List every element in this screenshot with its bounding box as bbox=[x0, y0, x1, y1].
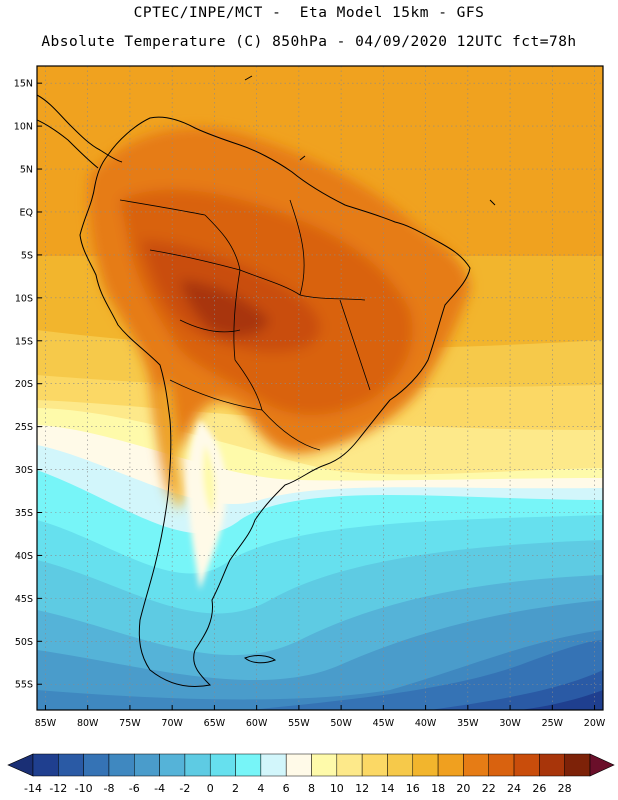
colorbar-label: 14 bbox=[380, 782, 394, 795]
colorbar-swatch bbox=[285, 753, 312, 777]
colorbar-label: 26 bbox=[532, 782, 546, 795]
field-band bbox=[430, 670, 603, 710]
colorbar-high-end bbox=[589, 753, 615, 777]
lon-tick-label: 60W bbox=[246, 718, 268, 729]
colorbar-swatch bbox=[539, 753, 565, 777]
lat-tick-label: EQ bbox=[20, 207, 33, 218]
colorbar-label: 4 bbox=[257, 782, 264, 795]
lon-tick-label: 40W bbox=[415, 718, 437, 729]
lon-tick-label: 75W bbox=[119, 718, 141, 729]
colorbar-label: -4 bbox=[154, 782, 165, 795]
colorbar-label: 28 bbox=[558, 782, 572, 795]
colorbar-swatch bbox=[159, 753, 186, 777]
colorbar-label: 20 bbox=[456, 782, 470, 795]
colorbar-swatch bbox=[108, 753, 135, 777]
colorbar-swatch bbox=[32, 753, 59, 777]
graticule bbox=[37, 66, 603, 710]
central-america-coast bbox=[37, 94, 123, 169]
title-line-1: CPTEC/INPE/MCT - Eta Model 15km - GFS bbox=[133, 5, 485, 21]
lon-tick-label: 35W bbox=[457, 718, 479, 729]
lat-tick-label: 10S bbox=[15, 293, 33, 304]
lat-tick-label: 50S bbox=[15, 637, 33, 648]
colorbar-label: 10 bbox=[330, 782, 344, 795]
field-band bbox=[520, 690, 603, 710]
colorbar-swatch bbox=[437, 753, 464, 777]
colorbar-swatch bbox=[387, 753, 414, 777]
colorbar-label: 24 bbox=[507, 782, 521, 795]
lon-tick-label: 65W bbox=[204, 718, 226, 729]
colorbar-swatch bbox=[58, 753, 84, 777]
lon-tick-label: 50W bbox=[330, 718, 352, 729]
lon-tick-label: 55W bbox=[288, 718, 310, 729]
coastline bbox=[37, 75, 496, 688]
colorbar-swatch bbox=[361, 753, 388, 777]
colorbar-label: -10 bbox=[75, 782, 93, 795]
colorbar-swatch bbox=[463, 753, 489, 777]
lat-tick-label: 30S bbox=[15, 465, 33, 476]
south-tongue bbox=[187, 420, 227, 590]
colorbar-label: 18 bbox=[431, 782, 445, 795]
colorbar-swatch bbox=[412, 753, 439, 777]
colorbar-swatch bbox=[235, 753, 262, 777]
field-band bbox=[250, 640, 603, 710]
lon-axis: 85W 80W 75W 70W 65W 60W 55W 50W 45W 40W 35W 30W 25W 2… bbox=[35, 705, 606, 729]
colorbar-label: -6 bbox=[129, 782, 140, 795]
colorbar-low-end bbox=[7, 753, 34, 777]
colorbar-label: -2 bbox=[179, 782, 190, 795]
colorbar-label: -14 bbox=[24, 782, 42, 795]
colorbar-label: -12 bbox=[49, 782, 67, 795]
colorbar-label: 0 bbox=[207, 782, 214, 795]
internal-borders bbox=[119, 199, 371, 451]
lon-tick-label: 20W bbox=[584, 718, 606, 729]
colorbar-swatch bbox=[134, 753, 160, 777]
south-america-coast bbox=[79, 116, 471, 688]
title-line-2: Absolute Temperature (C) 850hPa - 04/09/… bbox=[41, 34, 577, 50]
map-frame bbox=[36, 65, 604, 711]
colorbar-swatch bbox=[311, 753, 338, 777]
lat-tick-label: 5S bbox=[21, 250, 33, 261]
colorbar-labels: -14 -12 -10 -8 -6 -4 -2 0 2 4 6 8 10 12 14 16 18 20 22 24 26… bbox=[24, 782, 572, 795]
lon-tick-label: 80W bbox=[77, 718, 99, 729]
lat-axis: 15N 10N 5N EQ 5S 10S 15S 20S 25S 30S 35S 40S 45S 50S 5… bbox=[14, 79, 42, 691]
colorbar-label: 16 bbox=[406, 782, 420, 795]
colorbar-label: 8 bbox=[308, 782, 315, 795]
land-warm-field bbox=[88, 127, 470, 510]
colorbar-swatch bbox=[564, 753, 591, 777]
lon-tick-label: 70W bbox=[161, 718, 183, 729]
colorbar-swatch bbox=[184, 753, 211, 777]
lat-tick-label: 20S bbox=[15, 379, 33, 390]
lat-tick-label: 5N bbox=[20, 165, 33, 176]
lat-tick-label: 40S bbox=[15, 551, 33, 562]
colorbar-swatch bbox=[83, 753, 110, 777]
colorbar-swatch bbox=[513, 753, 540, 777]
lon-tick-label: 45W bbox=[373, 718, 395, 729]
lat-tick-label: 45S bbox=[15, 594, 33, 605]
lat-tick-label: 25S bbox=[15, 422, 33, 433]
lat-tick-label: 55S bbox=[15, 680, 33, 691]
lat-tick-label: 15S bbox=[15, 336, 33, 347]
colorbar-label: 12 bbox=[355, 782, 369, 795]
colorbar-swatch bbox=[209, 753, 236, 777]
colorbar-swatch bbox=[260, 753, 287, 777]
falklands bbox=[244, 655, 277, 664]
colorbar-label: 22 bbox=[482, 782, 496, 795]
lat-tick-label: 15N bbox=[14, 79, 33, 90]
colorbar-swatch bbox=[336, 753, 363, 777]
caribbean-islands bbox=[244, 75, 496, 206]
lon-tick-label: 25W bbox=[542, 718, 564, 729]
lon-tick-label: 30W bbox=[499, 718, 521, 729]
lon-tick-label: 85W bbox=[35, 718, 57, 729]
colorbar-label: 6 bbox=[283, 782, 290, 795]
colorbar-swatch bbox=[488, 753, 515, 777]
lat-tick-label: 35S bbox=[15, 508, 33, 519]
colorbar bbox=[7, 753, 615, 777]
temperature-field bbox=[37, 66, 603, 710]
colorbar-label: 2 bbox=[232, 782, 239, 795]
colorbar-label: -8 bbox=[103, 782, 114, 795]
lat-tick-label: 10N bbox=[14, 122, 33, 133]
